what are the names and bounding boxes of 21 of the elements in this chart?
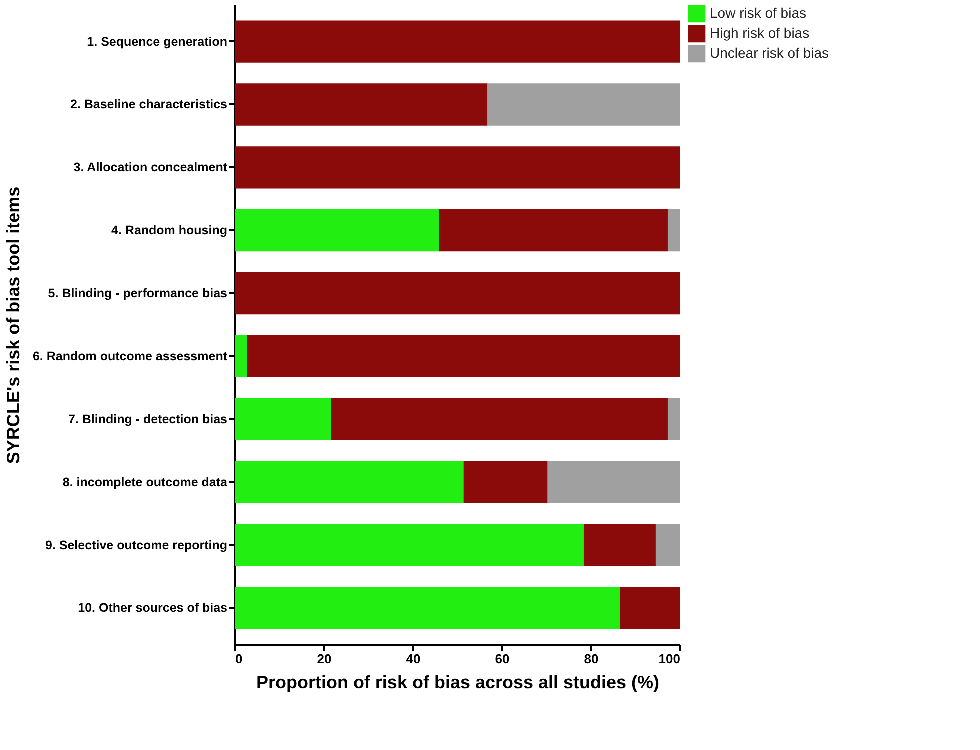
x-tick-label: 60 [495, 652, 510, 666]
x-axis-title: Proportion of risk of bias across all studies (%) [256, 672, 660, 692]
legend-label: Unclear risk of bias [710, 45, 830, 61]
y-tick-label: 4. Random housing [112, 224, 228, 238]
y-tick-label: 2. Baseline characteristics [70, 98, 228, 112]
legend-label: Low risk of bias [710, 5, 806, 21]
y-tick-label: 8. incomplete outcome data [62, 475, 229, 490]
x-tick-label: 0 [236, 652, 243, 666]
x-tick-label: 20 [317, 652, 332, 666]
y-axis-title: SYRCLE's risk of bias tool items [4, 186, 24, 464]
y-tick-label: 10. Other sources of bias [78, 601, 228, 616]
y-tick-label: 7. Blinding - detection bias [68, 412, 228, 426]
y-tick-label: 1. Sequence generation [87, 34, 228, 49]
y-tick-label: 3. Allocation concealment [74, 160, 228, 175]
y-tick-label: 9. Selective outcome reporting [46, 538, 228, 552]
x-tick-label: 80 [584, 652, 599, 666]
x-tick-label: 100 [658, 652, 680, 666]
legend-label: High risk of bias [710, 25, 810, 41]
y-tick-label: 5. Blinding - performance bias [48, 286, 228, 301]
x-tick-label: 40 [406, 652, 421, 666]
y-tick-label: 6. Random outcome assessment [32, 349, 228, 364]
